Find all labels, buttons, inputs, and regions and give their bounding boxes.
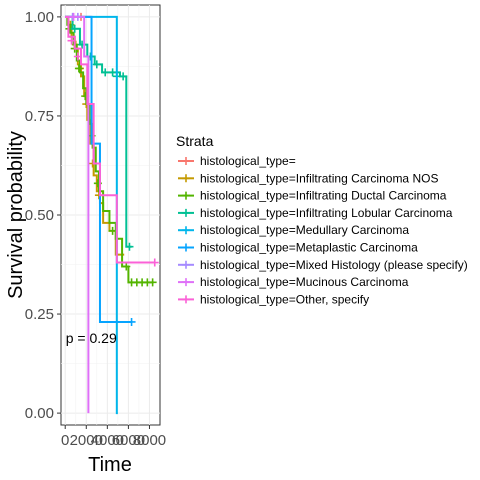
x-tick-label: 6000 (112, 432, 145, 449)
legend-key-censor (182, 243, 190, 252)
series-line-7 (65, 15, 90, 414)
y-tick-label: 0.00 (25, 405, 54, 422)
x-tick-label: 2000 (70, 432, 103, 449)
series-group (65, 12, 159, 415)
legend-item-3: histological_type=Infiltrating Lobular C… (178, 206, 453, 220)
censor-mark-5 (127, 317, 136, 326)
series-7 (65, 12, 90, 414)
legend-key-censor (182, 226, 190, 235)
y-tick-label: 0.75 (25, 108, 54, 125)
legend-label: histological_type=Mixed Histology (pleas… (200, 258, 468, 272)
censor-mark-3 (108, 68, 117, 77)
censor-mark-8 (150, 258, 159, 267)
p-value-annotation: p = 0.29 (66, 330, 117, 346)
legend-label: histological_type= (200, 154, 296, 168)
legend-label: histological_type=Mucinous Carcinoma (200, 275, 409, 289)
censor-mark-3 (92, 60, 101, 69)
x-axis-title: Time (88, 454, 132, 476)
legend-item-1: histological_type=Infiltrating Carcinoma… (178, 171, 438, 185)
censor-mark-3 (125, 242, 134, 251)
censor-mark-7 (69, 12, 78, 21)
legend-item-5: histological_type=Metaplastic Carcinoma (178, 241, 418, 255)
censor-mark-3 (70, 24, 79, 33)
legend-item-7: histological_type=Mucinous Carcinoma (178, 275, 409, 289)
legend-key-censor (182, 174, 190, 183)
y-tick-label: 1.00 (25, 9, 54, 26)
legend-item-0: histological_type= (178, 154, 296, 168)
series-line-8 (65, 15, 155, 264)
series-8 (65, 15, 159, 267)
censor-mark-2 (148, 278, 157, 287)
legend-label: histological_type=Metaplastic Carcinoma (200, 241, 418, 255)
y-axis-title: Survival probability (5, 131, 27, 299)
legend-label: histological_type=Other, specify (200, 292, 369, 306)
x-tick-label: 8000 (133, 432, 166, 449)
y-tick-label: 0.50 (25, 207, 54, 224)
legend-key-censor (182, 278, 190, 287)
series-3 (65, 15, 134, 251)
censor-mark-8 (67, 36, 76, 45)
legend-item-2: histological_type=Infiltrating Ductal Ca… (178, 189, 447, 203)
legend-title: Strata (176, 133, 214, 149)
legend-label: histological_type=Infiltrating Ductal Ca… (200, 189, 447, 203)
legend: histological_type= histological_type=Infi… (178, 154, 468, 306)
censor-mark-2 (122, 262, 131, 271)
legend-label: histological_type=Infiltrating Lobular C… (200, 206, 453, 220)
censor-mark-3 (101, 68, 110, 77)
legend-key-censor (182, 295, 190, 304)
legend-key-censor (182, 191, 190, 200)
x-tick-label: 4000 (91, 432, 124, 449)
legend-item-4: histological_type=Medullary Carcinoma (178, 223, 409, 237)
censor-mark-3 (119, 72, 128, 81)
legend-item-6: histological_type=Mixed Histology (pleas… (178, 258, 468, 272)
series-line-5 (65, 15, 132, 323)
y-tick-label: 0.25 (25, 306, 54, 323)
censor-mark-2 (108, 226, 117, 235)
legend-label: histological_type=Medullary Carcinoma (200, 223, 409, 237)
censor-mark-2 (74, 64, 83, 73)
x-tick-label: 0 (61, 432, 69, 449)
legend-label: histological_type=Infiltrating Carcinoma… (200, 171, 438, 185)
censor-mark-8 (73, 52, 82, 61)
y-axis-ticks: 0.00 0.25 0.50 0.75 1.00 (25, 9, 61, 422)
series-5 (65, 15, 136, 326)
legend-item-8: histological_type=Other, specify (178, 292, 369, 306)
legend-key-censor (182, 260, 190, 269)
legend-key-censor (182, 157, 190, 165)
legend-key-censor (182, 208, 190, 217)
